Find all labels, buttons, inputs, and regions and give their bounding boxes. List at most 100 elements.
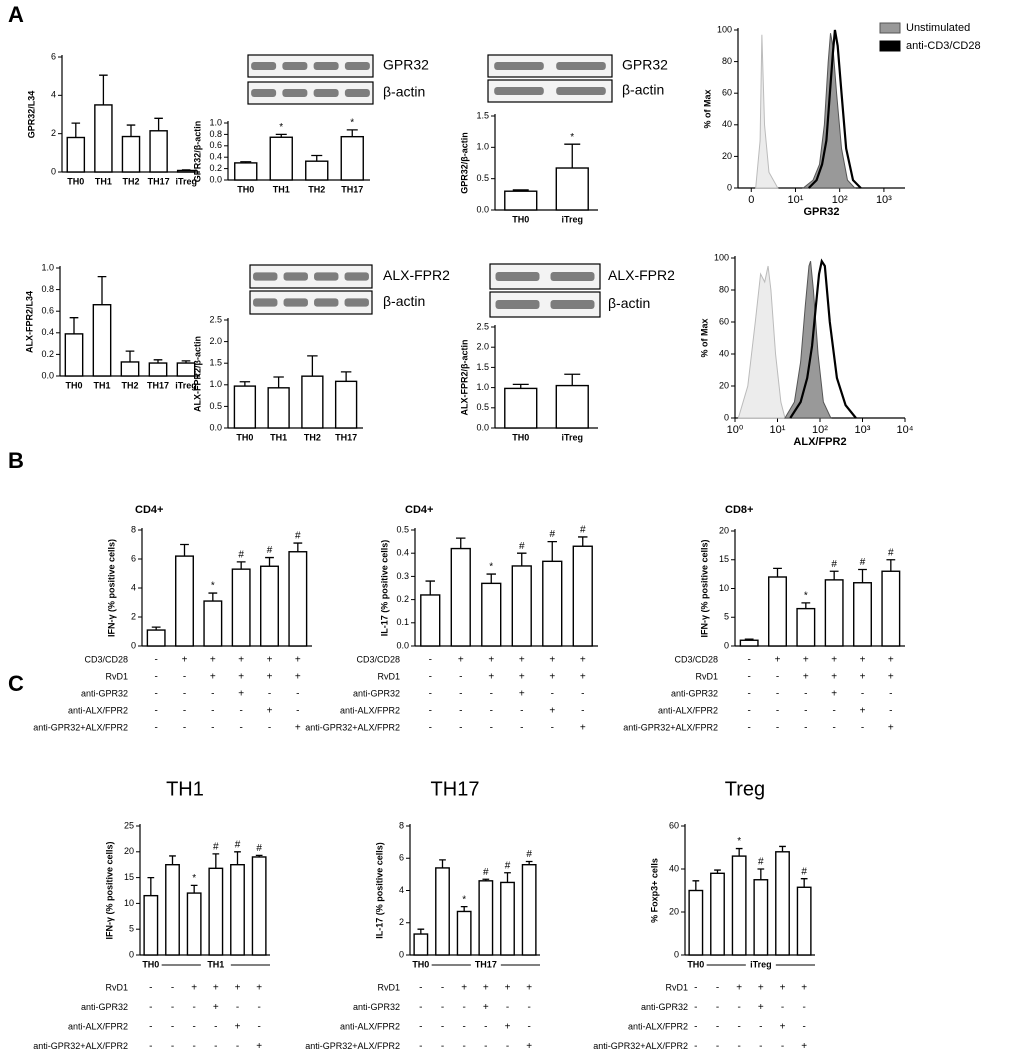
significance-mark: # (580, 525, 586, 536)
y-tick-label: 10 (124, 898, 134, 908)
error-bar (126, 124, 136, 137)
condition-mark: - (268, 689, 271, 700)
condition-mark: + (580, 723, 586, 734)
y-tick-label: 15 (719, 554, 729, 564)
y-tick-label: 40 (722, 119, 732, 129)
bar (511, 565, 532, 647)
condition-mark: + (191, 983, 197, 994)
condition-mark: + (860, 655, 866, 666)
panel-label: A (8, 2, 24, 27)
condition-mark: + (888, 672, 894, 683)
bar (301, 375, 324, 429)
condition-mark: + (831, 672, 837, 683)
condition-mark: + (182, 655, 188, 666)
y-tick-label: 0.1 (396, 617, 409, 627)
condition-mark: - (581, 689, 584, 700)
y-tick-label: 60 (722, 88, 732, 98)
error-bar (829, 570, 839, 580)
error-bar (236, 561, 246, 570)
histogram-curve (755, 34, 779, 189)
error-bar (273, 376, 284, 388)
significance-mark: # (238, 550, 244, 561)
y-tick-label: 6 (399, 853, 404, 863)
x-tick-label: TH2 (122, 176, 139, 186)
error-bar (153, 359, 163, 364)
error-bar (190, 884, 198, 894)
condition-mark: - (716, 1002, 719, 1013)
condition-mark: - (832, 706, 835, 717)
condition-mark: + (736, 983, 742, 994)
bar (796, 886, 812, 956)
condition-name: RvD1 (665, 982, 688, 992)
error-bar (886, 559, 896, 572)
condition-mark: - (441, 983, 444, 994)
y-tick-label: 1.0 (209, 379, 222, 389)
blot-band (251, 62, 277, 70)
condition-name: anti-GPR32 (81, 688, 128, 698)
x-tick-label: TH17 (341, 184, 363, 194)
condition-mark: - (581, 706, 584, 717)
condition-name: anti-ALX/FPR2 (340, 1021, 400, 1031)
condition-mark: + (238, 655, 244, 666)
bar (233, 385, 257, 429)
x-tick-label: 10³ (876, 194, 892, 206)
histogram-curve (789, 258, 857, 419)
condition-mark: - (716, 983, 719, 994)
x-tick-label: TH0 (236, 432, 253, 442)
condition-mark: - (781, 1002, 784, 1013)
condition-mark: + (505, 983, 511, 994)
error-bar (311, 154, 323, 162)
y-tick-label: 6 (131, 553, 136, 563)
blot-frame (487, 54, 613, 78)
blot-label: GPR32 (383, 57, 429, 73)
error-bar (773, 567, 782, 577)
blot-band (344, 272, 369, 281)
condition-mark: + (256, 1041, 262, 1050)
condition-mark: - (149, 1041, 152, 1050)
bar (143, 894, 159, 956)
y-tick-label: 80 (722, 56, 732, 66)
condition-mark: + (831, 655, 837, 666)
bar (521, 864, 537, 956)
bar (420, 594, 441, 647)
condition-mark: - (149, 983, 152, 994)
x-axis-label: ALX/FPR2 (793, 436, 846, 448)
error-bar (212, 853, 220, 869)
condition-mark: - (429, 672, 432, 683)
condition-mark: + (238, 689, 244, 700)
significance-mark: * (192, 873, 196, 884)
condition-name: anti-GPR32+ALX/FPR2 (305, 1041, 400, 1050)
condition-mark: - (747, 672, 750, 683)
bar (775, 851, 790, 956)
bar (121, 135, 141, 173)
error-bar (564, 373, 581, 386)
bar (796, 607, 816, 647)
x-tick-label: 10³ (855, 424, 871, 436)
blot-band (494, 87, 544, 95)
x-tick-label: TH2 (308, 184, 325, 194)
condition-mark: - (889, 706, 892, 717)
y-tick-label: 20 (124, 846, 134, 856)
bar (853, 582, 872, 647)
error-bar (714, 869, 721, 874)
condition-mark: - (149, 1022, 152, 1033)
condition-mark: + (267, 672, 273, 683)
condition-mark: - (183, 723, 186, 734)
y-tick-label: 1.5 (476, 362, 489, 372)
condition-mark: - (804, 723, 807, 734)
condition-mark: + (519, 689, 525, 700)
chart-title: CD8+ (725, 504, 753, 516)
condition-mark: + (210, 655, 216, 666)
significance-mark: # (235, 839, 241, 850)
error-bar (181, 360, 191, 364)
condition-mark: - (506, 1002, 509, 1013)
error-bar (69, 317, 79, 334)
bar (739, 639, 759, 647)
bar (260, 565, 279, 647)
y-tick-label: 0.5 (476, 173, 489, 183)
condition-mark: - (192, 1022, 195, 1033)
y-axis-label: ALX-FPR2/β-actin (459, 340, 469, 416)
blot-band (495, 272, 540, 281)
error-bar (578, 536, 588, 547)
error-bar (525, 860, 533, 865)
